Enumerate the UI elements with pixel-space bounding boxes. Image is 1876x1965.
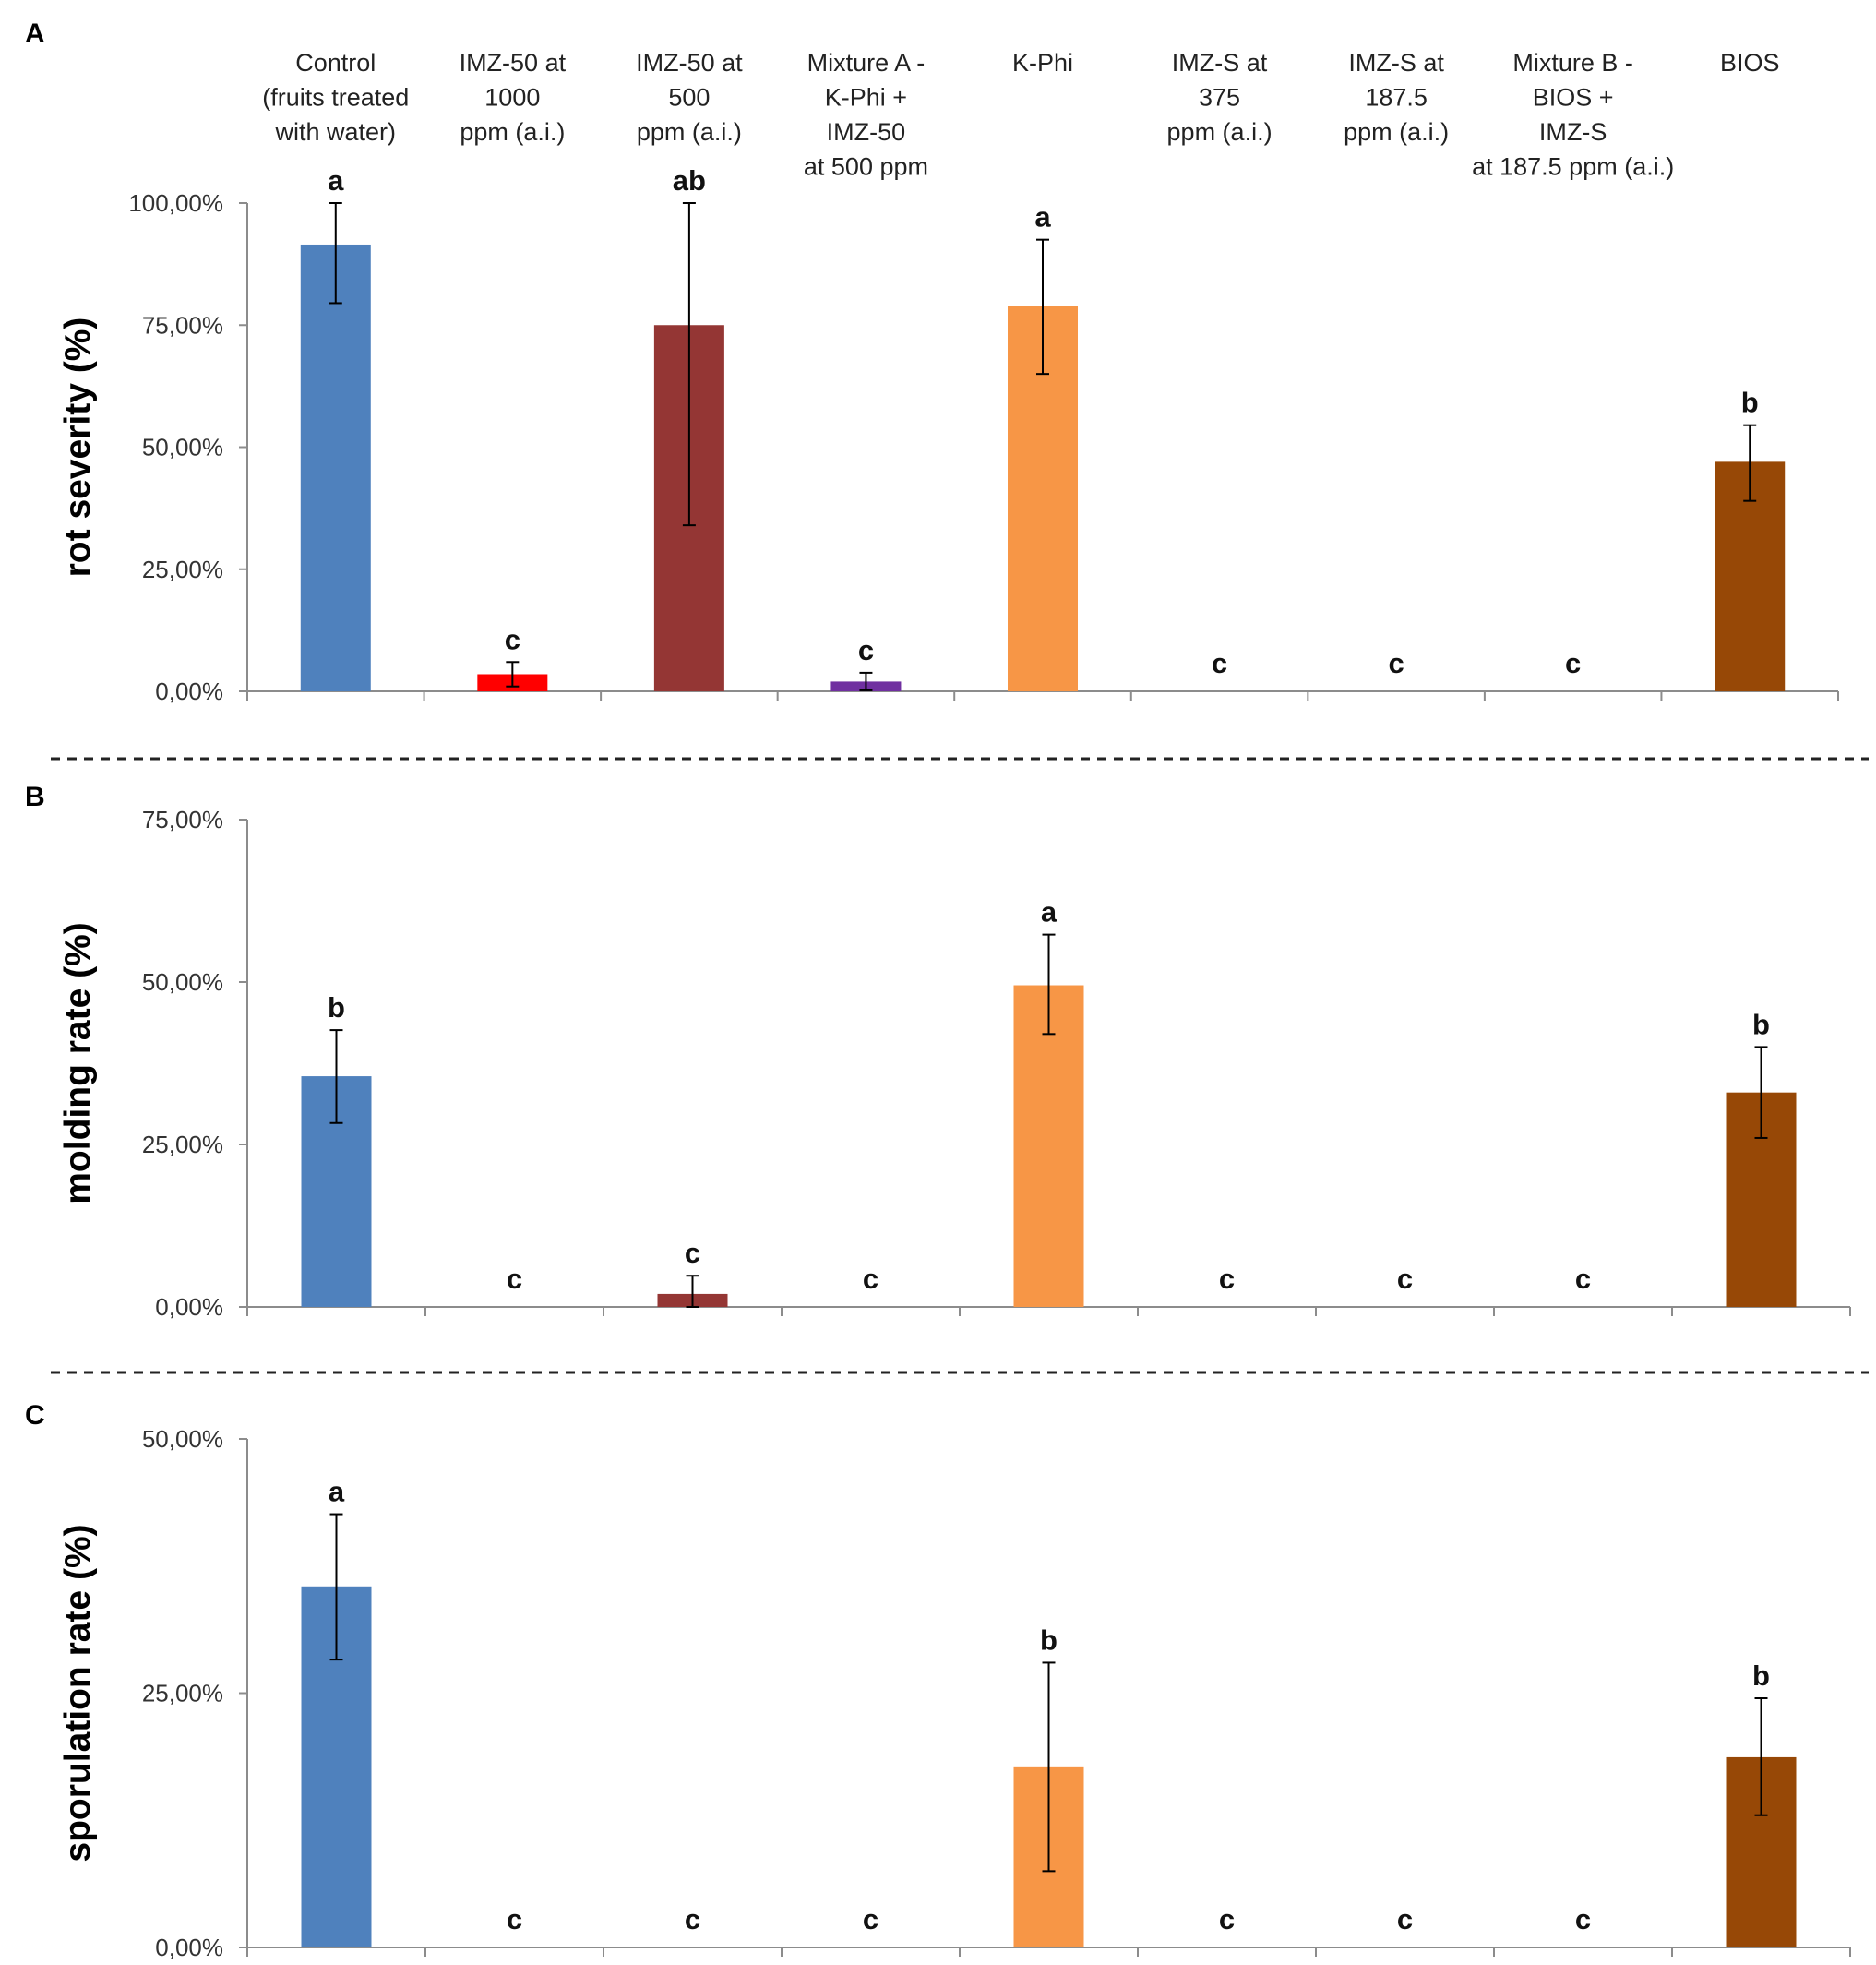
- y-axis-title: molding rate (%): [58, 922, 98, 1204]
- category-label: BIOS: [1720, 49, 1780, 77]
- panel-letter: C: [25, 1400, 45, 1431]
- category-label: ppm (a.i.): [1167, 118, 1273, 146]
- bar: [1013, 985, 1084, 1307]
- significance-letter: c: [505, 623, 520, 655]
- significance-letter: c: [1565, 647, 1581, 679]
- category-label: IMZ-S at: [1348, 49, 1444, 77]
- significance-letter: c: [1388, 647, 1404, 679]
- category-label: IMZ-S at: [1172, 49, 1268, 77]
- category-label: IMZ-50 at: [636, 49, 743, 77]
- significance-letter: b: [1752, 1659, 1770, 1692]
- significance-letter: ab: [673, 164, 706, 197]
- category-label: with water): [275, 118, 397, 146]
- category-label: (fruits treated: [262, 84, 409, 112]
- y-tick-label: 0,00%: [155, 1934, 223, 1961]
- significance-letter: a: [1034, 201, 1051, 234]
- significance-letter: c: [685, 1903, 700, 1935]
- significance-letter: a: [328, 164, 344, 197]
- y-tick-label: 75,00%: [142, 806, 223, 833]
- panel-letter: B: [25, 782, 45, 812]
- category-label: K-Phi +: [825, 84, 907, 112]
- significance-letter: c: [1397, 1903, 1413, 1935]
- panel-letter: A: [25, 18, 45, 49]
- category-label: 1000: [484, 84, 540, 112]
- category-label: IMZ-50: [827, 118, 906, 146]
- category-label: Mixture B -: [1512, 49, 1633, 77]
- y-tick-label: 50,00%: [142, 968, 223, 996]
- category-label: BIOS +: [1533, 84, 1614, 112]
- y-axis-title: rot severity (%): [58, 318, 98, 578]
- category-label: 375: [1199, 84, 1240, 112]
- significance-letter: c: [1397, 1263, 1413, 1295]
- bar: [300, 244, 371, 691]
- significance-letter: a: [329, 1476, 345, 1508]
- y-tick-label: 0,00%: [155, 1293, 223, 1321]
- category-label: at 500 ppm: [804, 153, 928, 181]
- y-tick-label: 50,00%: [142, 434, 223, 461]
- significance-letter: c: [685, 1237, 700, 1269]
- y-tick-label: 25,00%: [142, 1131, 223, 1158]
- category-label: IMZ-S: [1539, 118, 1607, 146]
- significance-letter: b: [1741, 387, 1759, 419]
- significance-letter: c: [1575, 1903, 1591, 1935]
- significance-letter: c: [1575, 1263, 1591, 1295]
- y-tick-label: 0,00%: [155, 677, 223, 705]
- y-axis-title: sporulation rate (%): [58, 1524, 98, 1862]
- significance-letter: c: [507, 1903, 522, 1935]
- category-label: at 187.5 ppm (a.i.): [1472, 153, 1674, 181]
- significance-letter: b: [1040, 1624, 1057, 1656]
- significance-letter: c: [507, 1263, 522, 1295]
- significance-letter: c: [1212, 647, 1227, 679]
- significance-letter: b: [328, 991, 345, 1024]
- category-label: ppm (a.i.): [460, 118, 565, 146]
- y-tick-label: 100,00%: [128, 189, 223, 217]
- y-tick-label: 25,00%: [142, 556, 223, 583]
- category-label: ppm (a.i.): [1344, 118, 1449, 146]
- category-label: 187.5: [1365, 84, 1428, 112]
- significance-letter: b: [1752, 1008, 1770, 1040]
- category-label: 500: [668, 84, 710, 112]
- y-tick-label: 75,00%: [142, 311, 223, 339]
- category-label: Mixture A -: [807, 49, 926, 77]
- category-label: ppm (a.i.): [637, 118, 742, 146]
- significance-letter: c: [863, 1903, 878, 1935]
- significance-letter: a: [1041, 896, 1057, 929]
- category-labels: Control (fruits treated with water) IMZ-50 …: [262, 49, 1779, 181]
- category-label: IMZ-50 at: [460, 49, 567, 77]
- y-tick-label: 25,00%: [142, 1680, 223, 1707]
- significance-letter: c: [863, 1263, 878, 1295]
- significance-letter: c: [1219, 1903, 1235, 1935]
- significance-letter: c: [1219, 1263, 1235, 1295]
- category-label: K-Phi: [1012, 49, 1073, 77]
- significance-letter: c: [858, 634, 874, 666]
- y-tick-label: 50,00%: [142, 1425, 223, 1453]
- category-label: Control: [295, 49, 376, 77]
